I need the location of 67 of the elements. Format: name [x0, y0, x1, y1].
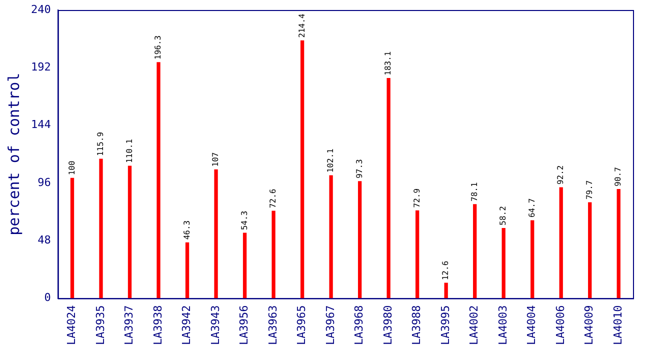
x-tick-label: LA4009 — [582, 305, 596, 346]
x-tick-label: LA3988 — [410, 305, 424, 346]
bar — [300, 40, 304, 298]
x-tick-label: LA4003 — [496, 305, 510, 346]
y-tick-label: 240 — [30, 2, 51, 16]
y-tick-label: 48 — [38, 233, 51, 246]
y-tick-label: 192 — [30, 60, 51, 74]
x-tick-label: LA4024 — [65, 304, 78, 346]
bar — [358, 181, 362, 298]
data-label: 72.9 — [412, 188, 422, 208]
data-label: 64.7 — [527, 198, 536, 218]
data-label: 196.3 — [154, 35, 163, 60]
data-label: 97.3 — [354, 158, 364, 178]
data-label: 78.1 — [470, 182, 479, 202]
data-label: 115.9 — [96, 132, 106, 156]
y-axis-title: percent of control — [4, 72, 23, 236]
bar — [473, 204, 477, 298]
bar — [156, 62, 160, 298]
bar — [588, 202, 592, 298]
bar — [214, 169, 218, 298]
y-tick-label: 144 — [30, 118, 52, 132]
x-tick-label: LA3963 — [266, 305, 280, 346]
x-tick-label: LA3995 — [438, 305, 452, 346]
bar — [329, 175, 333, 298]
bar — [242, 232, 247, 298]
x-tick-label: LA4010 — [611, 305, 624, 346]
data-label: 90.7 — [614, 166, 623, 186]
bar — [272, 210, 276, 298]
data-label: 46.3 — [182, 220, 192, 240]
x-tick-label: LA3967 — [324, 305, 337, 346]
x-tick-label: LA3956 — [238, 305, 251, 346]
x-tick-label: LA3937 — [122, 305, 136, 346]
bar — [616, 188, 620, 298]
x-tick-label: LA3943 — [208, 305, 222, 346]
data-label: 12.6 — [441, 260, 450, 280]
bar — [559, 187, 563, 298]
bar — [415, 210, 420, 298]
bar — [128, 166, 132, 298]
x-tick-label: LA3942 — [180, 305, 194, 346]
data-label: 54.3 — [240, 210, 249, 230]
data-label: 102.1 — [326, 148, 336, 173]
x-tick-label: LA3935 — [94, 305, 107, 346]
data-label: 72.6 — [268, 188, 278, 208]
x-tick-label: LA4004 — [525, 304, 538, 346]
data-label: 58.2 — [498, 206, 508, 226]
y-tick-label: 96 — [38, 176, 51, 189]
data-label: 92.2 — [556, 165, 566, 185]
bar — [185, 242, 190, 298]
x-tick-label: LA3938 — [151, 305, 164, 346]
data-label: 214.4 — [297, 13, 306, 38]
data-label: 107 — [211, 152, 220, 167]
x-tick-label: LA3980 — [381, 305, 394, 346]
x-tick-label: LA4002 — [468, 305, 481, 346]
bar — [530, 220, 534, 298]
data-label: 110.1 — [124, 138, 134, 164]
bar — [99, 158, 103, 298]
y-tick-label: 0 — [44, 291, 51, 304]
data-label: 79.7 — [584, 180, 594, 200]
bar — [386, 78, 390, 298]
x-tick-label: LA4006 — [554, 305, 567, 346]
x-tick-label: LA3968 — [352, 305, 366, 346]
bar — [502, 228, 506, 298]
bar — [70, 178, 74, 298]
bar — [444, 282, 448, 298]
x-tick-label: LA3965 — [295, 305, 308, 346]
data-label: 183.1 — [384, 51, 393, 76]
data-label: 100 — [67, 160, 76, 176]
